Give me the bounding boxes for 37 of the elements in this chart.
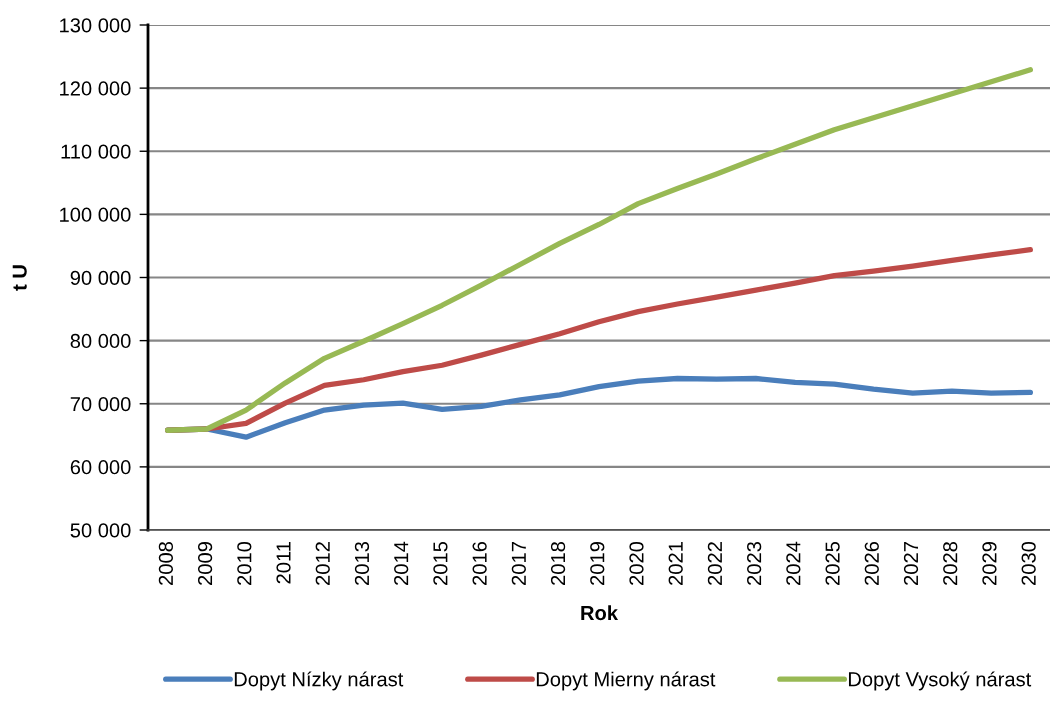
x-tick-label: 2026 bbox=[864, 541, 879, 585]
x-axis-title: Rok bbox=[581, 605, 619, 621]
y-tick-label: 70 000 bbox=[70, 396, 131, 412]
x-tick-label: 2016 bbox=[472, 541, 487, 585]
x-tick-label: 2015 bbox=[433, 541, 448, 585]
y-tick-label: 130 000 bbox=[60, 18, 131, 33]
x-tick-label: 2027 bbox=[903, 542, 919, 585]
x-tick-label: 2010 bbox=[237, 541, 252, 585]
y-tick-label: 60 000 bbox=[70, 460, 131, 475]
x-tick-label: 2029 bbox=[982, 542, 997, 585]
legend-label: Dopyt Mierny nárast bbox=[536, 671, 716, 691]
x-tick-label: 2028 bbox=[943, 541, 958, 585]
y-axis-title: t U bbox=[12, 265, 27, 291]
x-tick-label: 2021 bbox=[668, 542, 683, 585]
x-tick-label: 2011 bbox=[276, 542, 291, 584]
x-tick-label: 2020 bbox=[629, 541, 644, 585]
x-tick-label: 2014 bbox=[394, 541, 409, 585]
y-tick-label: 80 000 bbox=[70, 333, 131, 349]
x-tick-label: 2017 bbox=[511, 542, 526, 585]
x-tick-label: 2018 bbox=[550, 541, 566, 585]
legend-label: Dopyt Vysoký nárast bbox=[848, 671, 1032, 691]
x-tick-label: 2013 bbox=[354, 541, 370, 585]
x-tick-label: 2030 bbox=[1021, 541, 1036, 585]
x-tick-label: 2019 bbox=[590, 542, 605, 585]
legend-label: Dopyt Nízky nárast bbox=[234, 671, 404, 691]
y-tick-label: 110 000 bbox=[61, 144, 131, 159]
x-tick-label: 2022 bbox=[707, 542, 723, 585]
y-tick-label: 50 000 bbox=[70, 523, 131, 538]
x-tick-label: 2025 bbox=[825, 541, 840, 585]
x-tick-label: 2023 bbox=[747, 541, 762, 585]
x-tick-label: 2024 bbox=[786, 541, 801, 585]
y-tick-label: 90 000 bbox=[70, 270, 131, 285]
x-tick-label: 2009 bbox=[197, 542, 213, 585]
x-tick-label: 2012 bbox=[315, 542, 330, 585]
x-tick-label: 2008 bbox=[158, 541, 174, 585]
y-tick-label: 100 000 bbox=[60, 207, 131, 222]
y-tick-label: 120 000 bbox=[60, 81, 131, 96]
